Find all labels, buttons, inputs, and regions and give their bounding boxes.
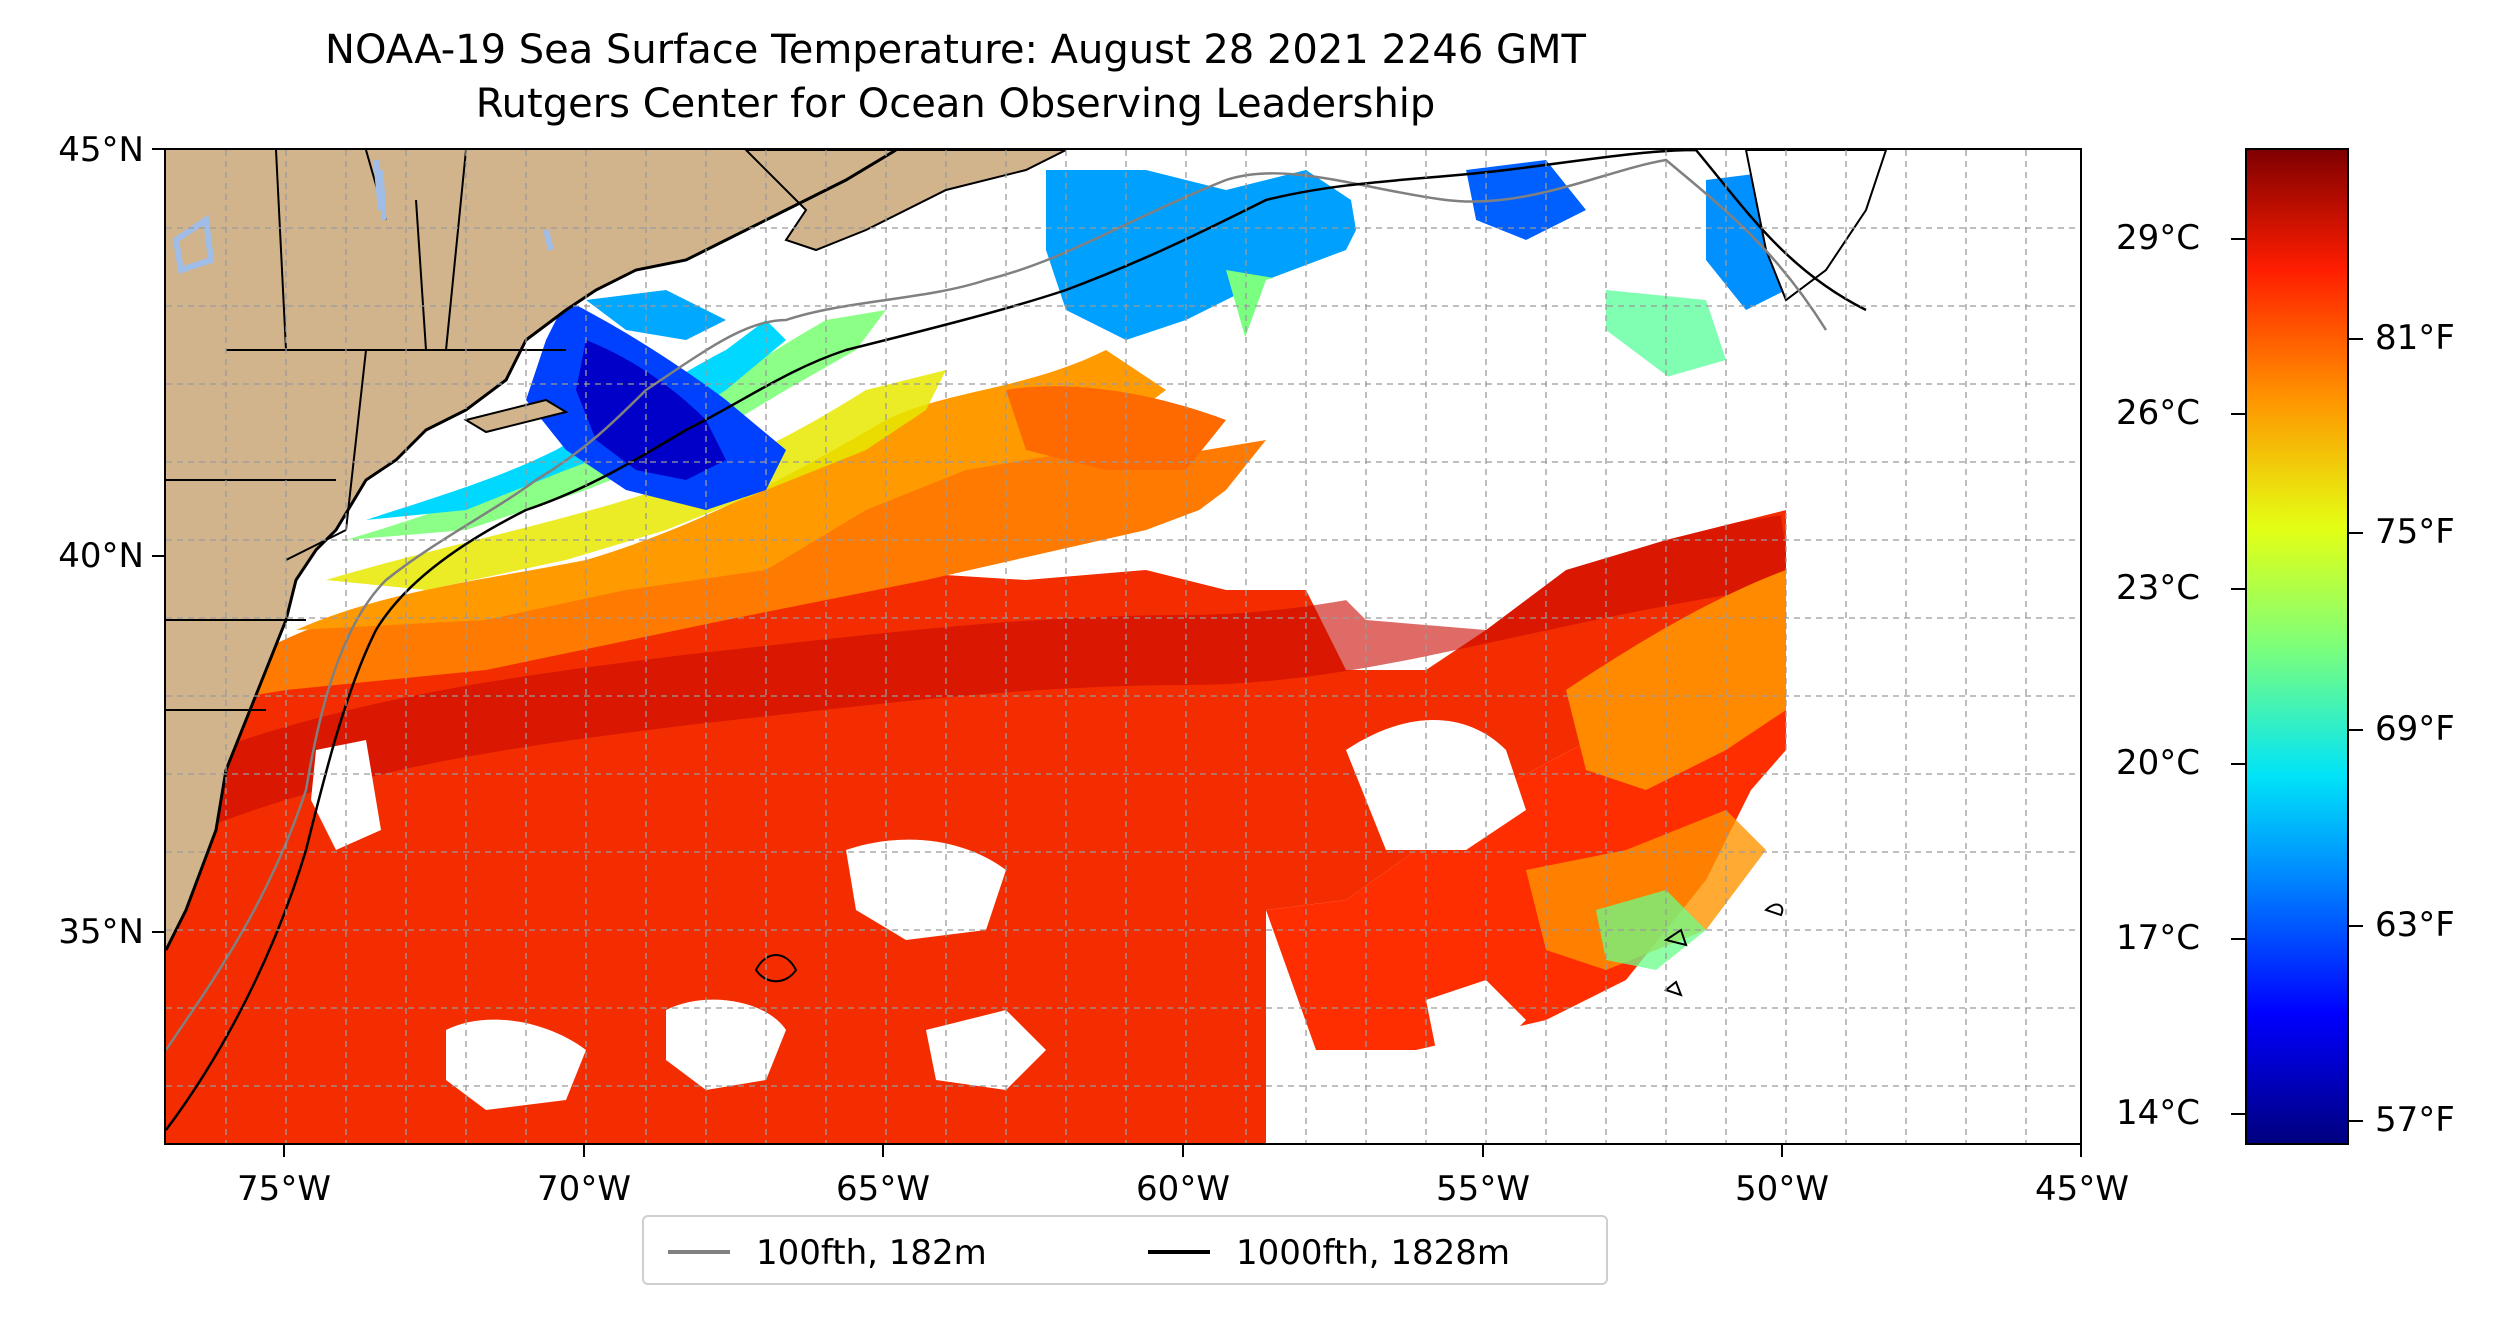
y-tick-label: 35°N [58, 912, 144, 952]
colorbar-label-celsius: 17°C [2116, 918, 2201, 958]
x-tick-label: 55°W [1436, 1169, 1530, 1209]
legend-label: 1000fth, 1828m [1236, 1233, 1511, 1273]
y-tick-label: 45°N [58, 130, 144, 170]
colorbar-tick-left [2231, 413, 2245, 415]
sst-slope-water [296, 350, 1166, 630]
colorbar-tick-left [2231, 763, 2245, 765]
cloud-southwest [446, 1019, 586, 1110]
colorbar-label-celsius: 14°C [2116, 1093, 2201, 1133]
seamounts [754, 903, 1784, 997]
lakes [172, 159, 554, 274]
cloud-se-holes [1426, 980, 1526, 1060]
colorbar-tick-right [2349, 925, 2363, 927]
sst-banks-blue [1466, 160, 1586, 240]
colorbar-label-fahrenheit: 63°F [2375, 905, 2455, 945]
x-tick-mark [882, 1145, 884, 1157]
y-tick-mark [152, 555, 164, 557]
gridlines [166, 150, 2080, 1143]
x-tick-mark [1781, 1145, 1783, 1157]
cloud-offshore [1346, 170, 1606, 380]
colorbar-label-celsius: 23°C [2116, 568, 2201, 608]
colorbar-tick-left [2231, 238, 2245, 240]
colorbar-label-fahrenheit: 81°F [2375, 318, 2455, 358]
x-tick-mark [1182, 1145, 1184, 1157]
colorbar-label-celsius: 20°C [2116, 743, 2201, 783]
map-subtitle: Rutgers Center for Ocean Observing Leade… [475, 81, 1436, 127]
land-long-island [463, 398, 569, 434]
sst-map [164, 148, 2082, 1145]
sst-east-orange [1566, 570, 1786, 790]
sst-yellow-band [326, 370, 946, 590]
colorbar-tick-right [2349, 338, 2363, 340]
y-tick-mark [152, 148, 164, 150]
colorbar-label-fahrenheit: 57°F [2375, 1100, 2455, 1140]
contour-1000fth [166, 150, 1867, 1131]
sst-warm-band [166, 440, 1306, 710]
contour-100fth [166, 158, 1828, 1051]
cloud-south-mid [926, 1010, 1046, 1090]
x-tick-mark [2080, 1145, 2082, 1157]
x-tick-mark [283, 1145, 285, 1157]
colorbar-label-celsius: 26°C [2116, 393, 2201, 433]
colorbar-label-fahrenheit: 75°F [2375, 512, 2455, 552]
colorbar-tick-right [2349, 729, 2363, 731]
x-tick-label: 50°W [1735, 1169, 1829, 1209]
cloud-south-east-gap [1346, 720, 1526, 850]
colorbar-tick-left [2231, 588, 2245, 590]
legend: 100fth, 182m 1000fth, 1828m [642, 1215, 1608, 1285]
x-tick-label: 60°W [1136, 1169, 1230, 1209]
coastline [166, 150, 897, 951]
map-title: NOAA-19 Sea Surface Temperature: August … [325, 27, 1586, 73]
colorbar-label-celsius: 29°C [2116, 218, 2201, 258]
colorbar-tick-left [2231, 1113, 2245, 1115]
sst-gulfstream [166, 510, 1786, 1143]
x-tick-mark [1482, 1145, 1484, 1157]
x-tick-label: 75°W [237, 1169, 331, 1209]
colorbar-tick-right [2349, 1120, 2363, 1122]
sst-northern-patch [1006, 386, 1226, 470]
sst-cold-core [576, 340, 726, 480]
y-tick-mark [152, 931, 164, 933]
colorbar [2245, 148, 2349, 1145]
legend-label: 100fth, 182m [756, 1233, 987, 1273]
colorbar-tick-left [2231, 938, 2245, 940]
x-tick-label: 65°W [836, 1169, 930, 1209]
legend-line-black [1148, 1250, 1210, 1254]
y-tick-label: 40°N [58, 536, 144, 576]
colorbar-tick-right [2349, 532, 2363, 534]
cloud-south-center [666, 999, 786, 1090]
x-tick-label: 70°W [537, 1169, 631, 1209]
lake-champlain [378, 169, 387, 221]
sst-gulf-of-maine [586, 290, 726, 340]
sst-shelf-cyan [366, 320, 786, 520]
legend-line-gray [668, 1250, 730, 1254]
x-tick-mark [583, 1145, 585, 1157]
colorbar-label-fahrenheit: 69°F [2375, 709, 2455, 749]
x-tick-label: 45°W [2035, 1169, 2129, 1209]
cloud-east-strip [1786, 150, 2080, 1143]
